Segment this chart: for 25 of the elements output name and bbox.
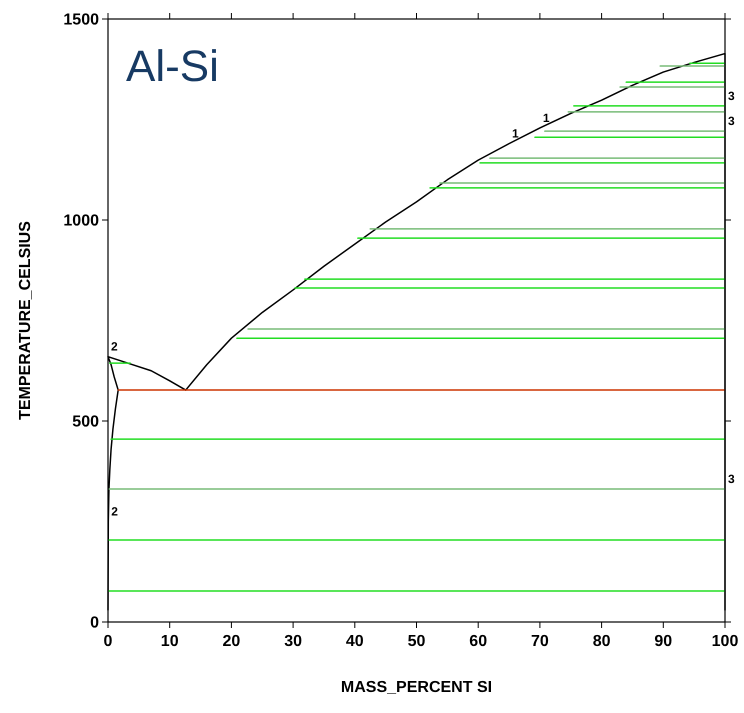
text: Al-Si [126,42,219,91]
annotation: 1 [512,126,520,141]
annotation: 3 [728,114,735,128]
x-tick-label: 90 [654,633,672,650]
annotation: 3 [728,472,735,486]
y-tick-label: 0 [90,614,100,632]
x-tick-label: 20 [222,633,240,650]
x-tick-label: 60 [469,633,488,650]
annotation: 3 [728,88,735,103]
x-tick-label: 10 [160,633,179,650]
x-tick-label: 30 [284,633,302,650]
annotation: 1 [542,110,550,125]
y-axis-title: TEMPERATURE_CELSIUS [17,220,34,420]
x-tick-label: 0 [104,633,113,650]
x-tick-label: 70 [531,633,549,650]
y-tick-label: 500 [72,414,100,431]
x-tick-label: 80 [592,633,611,650]
x-tick-label: 40 [346,633,364,650]
y-tick-label: 1500 [63,12,100,29]
x-tick-label: 50 [408,633,426,650]
annotation: 2 [111,504,118,518]
x-tick-label: 100 [712,633,738,650]
annotation: 2 [111,340,118,354]
x-axis-title: MASS_PERCENT SI [340,679,492,696]
y-tick-label: 1000 [63,212,100,230]
